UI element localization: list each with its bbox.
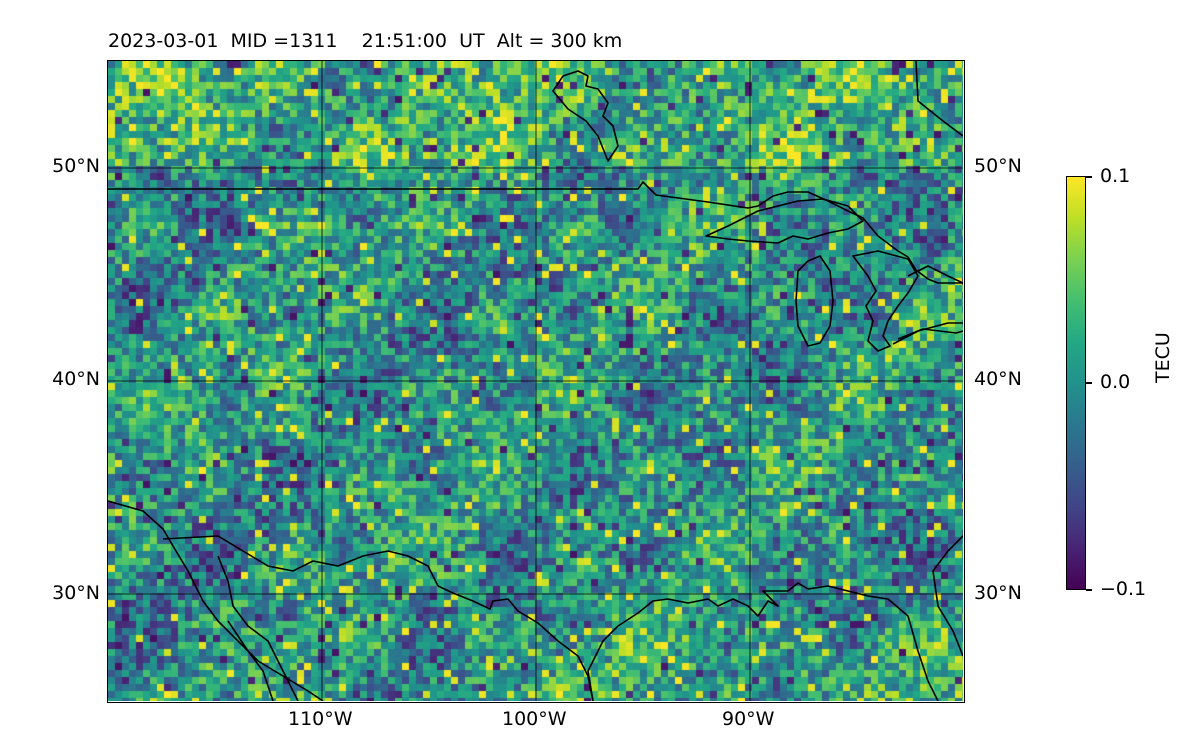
coastlines [108, 61, 963, 701]
colorbar-label-min: −0.1 [1100, 578, 1147, 600]
labrador-coast [915, 61, 963, 137]
lake-erie [892, 322, 963, 345]
title-time: 21:51:00 [361, 30, 447, 52]
lat-label-30n-left: 30°N [52, 582, 100, 604]
map-title: 2023-03-01 MID =1311 21:51:00 UT Alt = 3… [108, 30, 622, 52]
lat-label-30n-right: 30°N [974, 582, 1022, 604]
lat-label-50n-right: 50°N [974, 155, 1022, 177]
lake-superior [705, 198, 864, 244]
title-altitude: Alt = 300 km [496, 30, 623, 52]
lon-label-100w: 100°W [502, 708, 567, 730]
lon-label-90w: 90°W [722, 708, 775, 730]
texas-coast [437, 585, 594, 701]
us-mexico-border [162, 535, 439, 587]
graticule [108, 61, 963, 701]
colorbar-label-mid: 0.0 [1100, 371, 1131, 393]
lake-erie-south [897, 328, 963, 340]
lat-label-40n-right: 40°N [974, 368, 1022, 390]
gulf-coast [587, 582, 939, 701]
mexico-west-coast [108, 500, 324, 701]
colorbar-tick-mid [1086, 382, 1092, 384]
title-mid: MID =1311 [230, 30, 338, 52]
map-overlay [108, 61, 963, 701]
title-timezone: UT [459, 30, 485, 52]
colorbar [1066, 176, 1086, 590]
colorbar-title: TECU [1152, 332, 1174, 383]
title-date: 2023-03-01 [108, 30, 219, 52]
tec-map [107, 60, 965, 703]
georgian-bay [907, 265, 963, 284]
hudson-bay-coast [552, 70, 619, 162]
florida-atlantic-coast [932, 535, 963, 657]
lake-michigan [795, 255, 834, 347]
baja-peninsula [217, 555, 299, 701]
colorbar-label-max: 0.1 [1100, 165, 1131, 187]
lat-label-40n-left: 40°N [52, 368, 100, 390]
lat-label-50n-left: 50°N [52, 155, 100, 177]
us-canada-border [108, 181, 963, 284]
colorbar-tick-max [1086, 176, 1092, 178]
baja-inner [227, 620, 274, 701]
lon-label-110w: 110°W [288, 708, 353, 730]
lake-huron [852, 250, 919, 352]
colorbar-tick-min [1086, 589, 1092, 591]
